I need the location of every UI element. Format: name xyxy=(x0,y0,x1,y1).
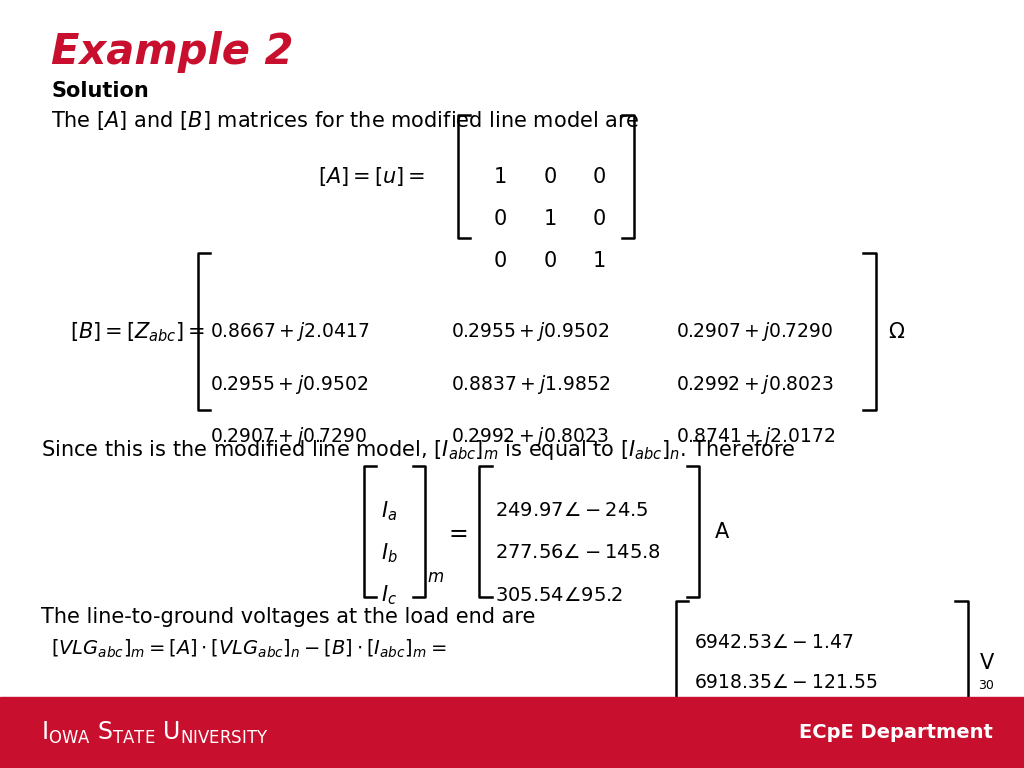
Text: $0.2907+j0.7290$: $0.2907+j0.7290$ xyxy=(676,320,833,343)
Text: $0.2992+j0.8023$: $0.2992+j0.8023$ xyxy=(676,372,834,396)
Text: $249.97\angle-24.5$: $249.97\angle-24.5$ xyxy=(495,502,648,520)
Text: 0: 0 xyxy=(495,251,507,271)
Text: $0.8741+j2.0172$: $0.8741+j2.0172$ xyxy=(676,425,835,448)
Text: $\mathsf{I}_{\mathsf{OWA}}\ \mathsf{S}_{\mathsf{TATE}}\ \mathsf{U}_{\mathsf{NIVE: $\mathsf{I}_{\mathsf{OWA}}\ \mathsf{S}_{… xyxy=(41,720,268,746)
Text: $6887.71\angle117.31$: $6887.71\angle117.31$ xyxy=(694,713,853,732)
Text: $I_b$: $I_b$ xyxy=(381,541,397,564)
Text: Solution: Solution xyxy=(51,81,148,101)
Text: 0: 0 xyxy=(593,209,605,229)
Text: The line-to-ground voltages at the load end are: The line-to-ground voltages at the load … xyxy=(41,607,536,627)
Text: $I_a$: $I_a$ xyxy=(381,499,397,522)
Text: 0: 0 xyxy=(544,167,556,187)
Text: $0.2955+j0.9502$: $0.2955+j0.9502$ xyxy=(210,372,368,396)
Text: 30: 30 xyxy=(978,679,994,691)
Bar xyxy=(0,697,1024,768)
Text: 1: 1 xyxy=(544,209,556,229)
Text: $277.56\angle-145.8$: $277.56\angle-145.8$ xyxy=(495,544,659,562)
Text: $\Omega$: $\Omega$ xyxy=(888,322,905,342)
Text: $305.54\angle95.2$: $305.54\angle95.2$ xyxy=(495,586,623,604)
Text: $I_c$: $I_c$ xyxy=(381,584,397,607)
Text: $0.2907+j0.7290$: $0.2907+j0.7290$ xyxy=(210,425,367,448)
Text: Example 2: Example 2 xyxy=(51,31,294,73)
Text: 1: 1 xyxy=(495,167,507,187)
Text: ECpE Department: ECpE Department xyxy=(800,723,993,742)
Text: $[VLG_{abc}]_m = [A]\cdot[VLG_{abc}]_n - [B]\cdot[I_{abc}]_m=$: $[VLG_{abc}]_m = [A]\cdot[VLG_{abc}]_n -… xyxy=(51,637,446,660)
Text: $[B] = [Z_{abc}] =$: $[B] = [Z_{abc}] =$ xyxy=(70,320,205,343)
Text: Since this is the modified line model, $[I_{abc}]_m$ is equal to $[I_{abc}]_n$. : Since this is the modified line model, $… xyxy=(41,438,796,462)
Text: $[A] = [u] =$: $[A] = [u] =$ xyxy=(317,165,425,188)
Text: $=$: $=$ xyxy=(443,520,468,544)
Text: 0: 0 xyxy=(544,251,556,271)
Text: $0.2955+j0.9502$: $0.2955+j0.9502$ xyxy=(451,320,608,343)
Text: 0: 0 xyxy=(495,209,507,229)
Text: $0.8667+j2.0417$: $0.8667+j2.0417$ xyxy=(210,320,370,343)
Text: 1: 1 xyxy=(593,251,605,271)
Text: V: V xyxy=(980,653,994,673)
Text: $6918.35\angle-121.55$: $6918.35\angle-121.55$ xyxy=(694,674,878,692)
Text: $6942.53\angle-1.47$: $6942.53\angle-1.47$ xyxy=(694,634,854,652)
Text: $0.2992+j0.8023$: $0.2992+j0.8023$ xyxy=(451,425,608,448)
Text: 0: 0 xyxy=(593,167,605,187)
Text: The $[A]$ and $[B]$ matrices for the modified line model are: The $[A]$ and $[B]$ matrices for the mod… xyxy=(51,109,640,132)
Text: $m$: $m$ xyxy=(427,568,444,586)
Text: $0.8837+j1.9852$: $0.8837+j1.9852$ xyxy=(451,372,609,396)
Text: A: A xyxy=(715,521,729,542)
